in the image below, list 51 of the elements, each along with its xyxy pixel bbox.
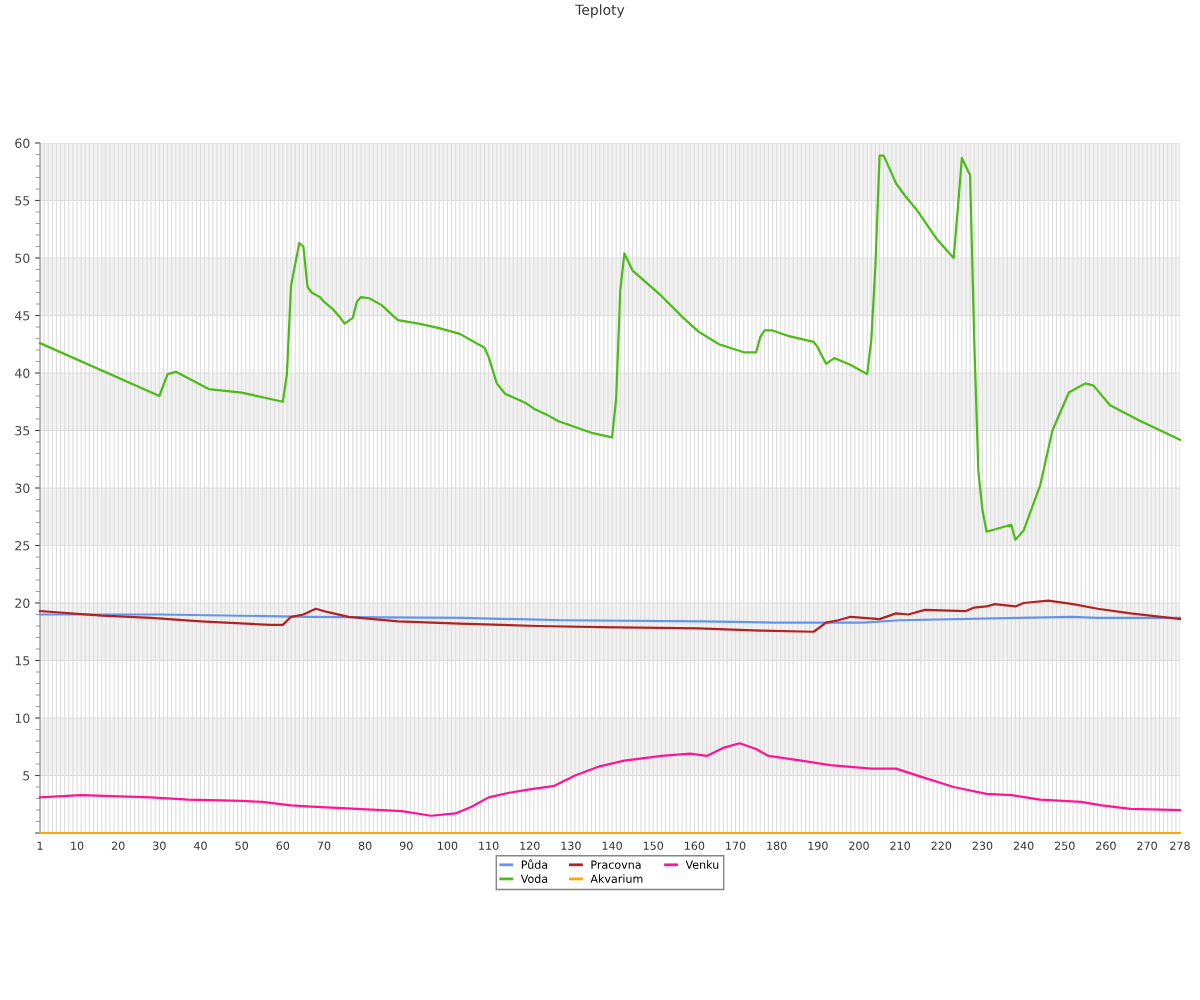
- legend-label: Voda: [520, 874, 548, 883]
- x-tick-label: 100: [438, 841, 458, 850]
- y-tick-label: 20: [15, 598, 30, 608]
- x-tick-label: 220: [931, 841, 952, 850]
- x-tick-label: 210: [890, 841, 911, 850]
- x-tick-label: 200: [849, 841, 869, 850]
- y-tick-label: 60: [15, 138, 30, 148]
- x-tick-label: 180: [767, 841, 787, 850]
- line-series: [38, 613, 1182, 624]
- line-series: [38, 742, 1182, 817]
- x-tick-label: 1: [37, 841, 43, 850]
- legend-label: Půda: [521, 859, 548, 869]
- legend-label: Akvarium: [590, 874, 643, 883]
- line-series: [38, 154, 1182, 541]
- x-tick-label: 50: [235, 841, 248, 850]
- x-tick-label: 10: [71, 841, 84, 850]
- y-tick-label: 55: [15, 196, 30, 206]
- y-tick-label: 15: [15, 656, 30, 666]
- x-tick-label: 40: [193, 841, 207, 850]
- x-tick-label: 130: [561, 841, 581, 850]
- x-tick-label: 120: [520, 841, 540, 850]
- x-tick-label: 250: [1054, 841, 1075, 850]
- y-tick-label: 5: [23, 771, 30, 781]
- legend-label: Pracovna: [591, 860, 641, 869]
- x-tick-label: 30: [153, 841, 166, 850]
- x-tick-label: 190: [808, 841, 828, 850]
- legend-label: Venku: [685, 860, 719, 869]
- x-tick-label: 240: [1013, 841, 1034, 850]
- y-tick-label: 35: [15, 425, 30, 436]
- x-tick-label: 270: [1137, 841, 1157, 850]
- y-tick-label: 30: [15, 483, 30, 493]
- x-tick-label: 90: [399, 841, 413, 850]
- x-tick-label: 170: [726, 841, 746, 850]
- x-tick-label: 150: [643, 841, 664, 850]
- y-tick-label: 25: [15, 540, 30, 551]
- x-tick-label: 160: [684, 841, 705, 850]
- x-tick-label: 140: [602, 841, 622, 850]
- x-tick-label: 70: [317, 841, 331, 850]
- y-tick-label: 10: [15, 713, 30, 723]
- chart-title: Teploty: [575, 4, 625, 18]
- x-tick-label: 60: [276, 841, 290, 850]
- x-tick-label: 80: [358, 841, 372, 850]
- x-tick-label: 278: [1170, 841, 1190, 850]
- y-tick-label: 50: [15, 253, 30, 263]
- y-tick-label: 45: [14, 311, 30, 321]
- x-tick-label: 110: [479, 841, 499, 850]
- x-tick-label: 260: [1096, 841, 1116, 850]
- x-tick-label: 230: [972, 841, 993, 850]
- x-tick-label: 20: [111, 841, 125, 850]
- y-tick-label: 40: [14, 368, 30, 378]
- line-series: [38, 599, 1182, 633]
